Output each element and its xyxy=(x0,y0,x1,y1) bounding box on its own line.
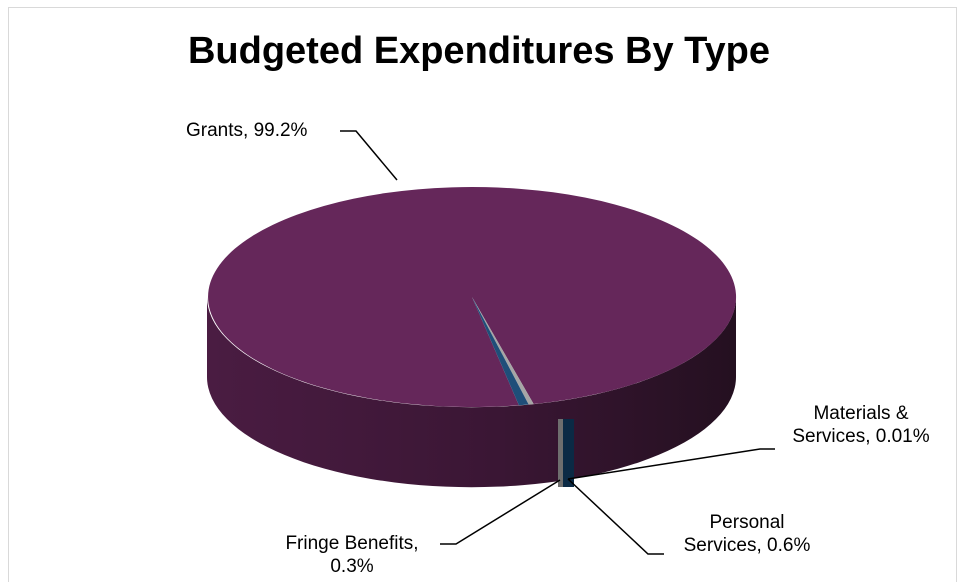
data-label-grants: Grants, 99.2% xyxy=(186,120,308,141)
data-label-fringe-benefits-line1: Fringe Benefits, xyxy=(285,533,419,554)
data-label-personal-services-line2: Services, 0.6% xyxy=(683,535,811,556)
pie-side-personal-services xyxy=(563,419,574,487)
leader-line-materials-services xyxy=(567,448,775,480)
data-label-fringe-benefits-line2: 0.3% xyxy=(330,556,374,577)
data-label-materials-services-line1: Materials & xyxy=(813,403,909,424)
pie-slice-fringe-benefits xyxy=(472,297,534,405)
pie-slice-personal-services xyxy=(472,297,529,406)
pie-slice-grants xyxy=(208,186,737,407)
leader-line-fringe-benefits xyxy=(440,479,561,545)
pie-side xyxy=(207,297,736,488)
leader-line-grants xyxy=(340,130,398,181)
data-label-personal-services-line1: Personal xyxy=(709,512,785,533)
pie-side-grants xyxy=(207,297,736,488)
leader-line-personal-services xyxy=(567,478,664,555)
data-label-fringe-benefits: Fringe Benefits, 0.3% xyxy=(262,532,442,578)
pie-side-fringe-benefits xyxy=(558,419,563,487)
chart-title: Budgeted Expenditures By Type xyxy=(187,30,771,72)
pie-slice-materials-services xyxy=(472,297,529,405)
data-label-personal-services: Personal Services, 0.6% xyxy=(665,511,829,557)
data-label-materials-services-line2: Services, 0.01% xyxy=(792,426,930,447)
data-label-materials-services: Materials & Services, 0.01% xyxy=(776,402,946,448)
